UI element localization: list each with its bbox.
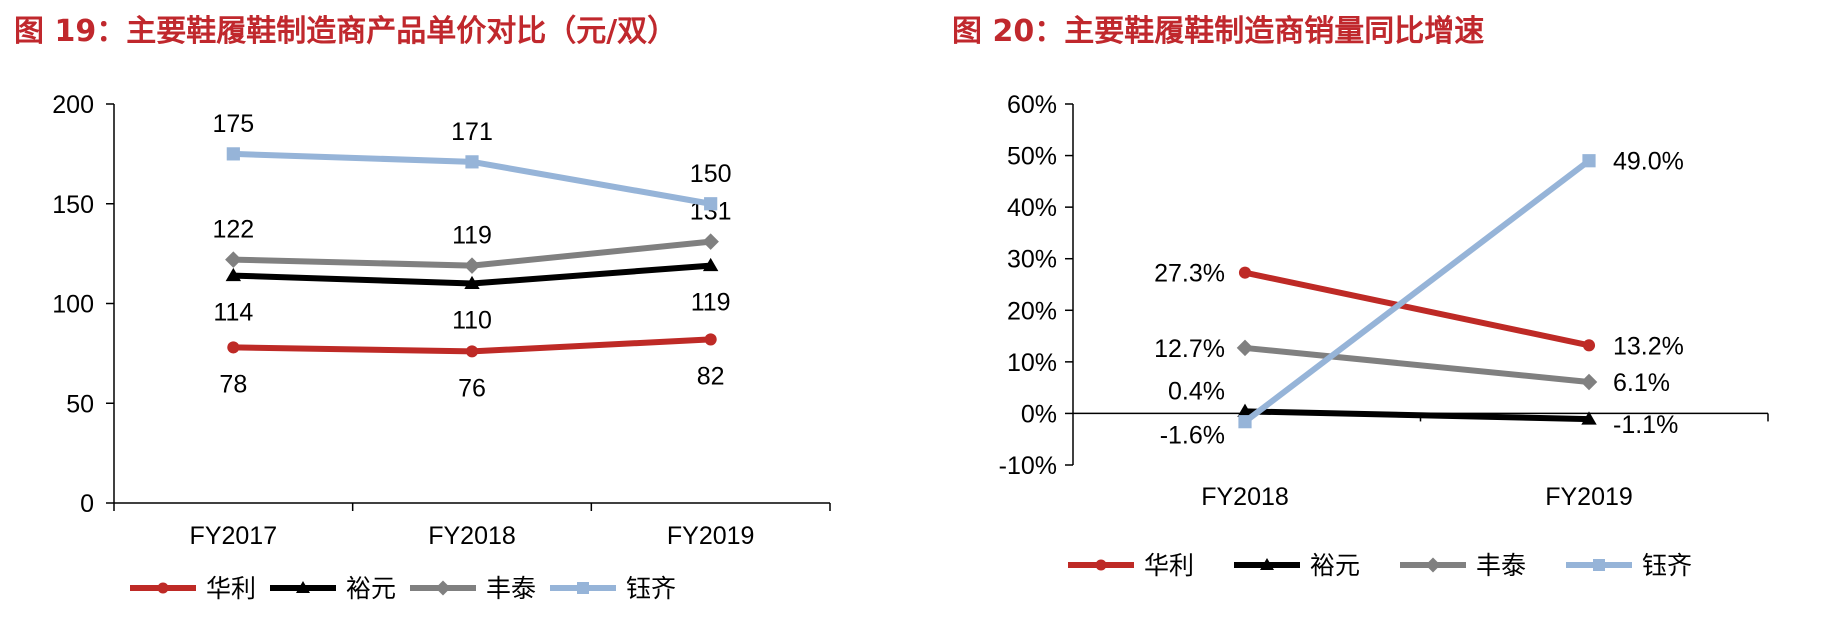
- right-chart-title: 图 20：主要鞋履鞋制造商销量同比增速: [952, 14, 1485, 49]
- right-legend-marker-1: [1260, 558, 1274, 570]
- right-legend-marker-0: [1095, 559, 1107, 571]
- right-point-0-0: [1238, 266, 1252, 279]
- left-data-label-2-0: 122: [212, 216, 254, 244]
- right-data-label-0-1: 13.2%: [1613, 332, 1684, 360]
- left-point-2-0: [225, 251, 242, 268]
- right-y-tick-label: -10%: [999, 452, 1057, 480]
- right-x-tick-label: FY2018: [1201, 483, 1289, 511]
- left-point-3-2: [704, 197, 718, 211]
- right-point-2-1: [1580, 373, 1598, 391]
- left-data-label-1-1: 110: [452, 307, 492, 335]
- right-data-label-3-0: -1.6%: [1160, 422, 1225, 450]
- left-data-label-3-2: 150: [690, 160, 732, 188]
- right-point-1-1: [1581, 411, 1597, 425]
- left-x-tick-label: FY2018: [428, 522, 516, 550]
- left-data-label-1-2: 119: [691, 289, 731, 317]
- left-point-1-2: [702, 257, 719, 272]
- right-data-label-1-0: 0.4%: [1168, 377, 1225, 405]
- left-x-tick-label: FY2017: [190, 522, 278, 550]
- left-data-label-1-0: 114: [213, 299, 253, 327]
- left-legend-label-2: 丰泰: [486, 574, 536, 603]
- left-point-3-1: [465, 155, 479, 169]
- left-legend-marker-2: [435, 580, 451, 596]
- left-y-tick-label: 100: [52, 291, 94, 319]
- right-legend-marker-2: [1425, 557, 1441, 573]
- left-data-label-0-1: 76: [458, 374, 486, 402]
- left-legend-label-0: 华利: [206, 574, 256, 603]
- left-y-tick-label: 150: [52, 191, 94, 219]
- left-legend-marker-0: [157, 582, 169, 594]
- left-legend-marker-3: [577, 582, 589, 594]
- right-x-tick-label: FY2019: [1545, 483, 1633, 511]
- left-point-1-0: [225, 267, 242, 282]
- right-legend-label-1: 裕元: [1310, 551, 1360, 580]
- right-point-3-1: [1582, 154, 1596, 168]
- left-point-0-0: [227, 341, 240, 354]
- left-legend-marker-1: [296, 581, 310, 593]
- right-legend-marker-3: [1593, 559, 1605, 571]
- left-data-label-2-1: 119: [452, 222, 492, 250]
- right-y-tick-label: 20%: [1007, 297, 1057, 325]
- left-point-1-1: [464, 275, 480, 290]
- left-y-tick-label: 200: [52, 91, 94, 119]
- left-point-0-1: [465, 345, 479, 358]
- left-data-label-0-0: 78: [219, 370, 247, 398]
- right-legend-label-2: 丰泰: [1476, 551, 1526, 580]
- left-data-label-3-0: 175: [212, 110, 254, 138]
- right-y-tick-label: 30%: [1007, 246, 1057, 274]
- left-legend-label-1: 裕元: [346, 574, 396, 603]
- right-point-1-0: [1237, 403, 1253, 417]
- left-point-2-1: [463, 257, 481, 274]
- right-data-label-2-0: 12.7%: [1154, 335, 1225, 363]
- left-legend-label-3: 钰齐: [626, 574, 676, 603]
- right-data-label-1-1: -1.1%: [1613, 411, 1678, 439]
- right-legend-label-0: 华利: [1144, 551, 1194, 580]
- left-point-2-2: [702, 233, 719, 250]
- left-point-3-0: [226, 147, 240, 161]
- left-data-label-0-2: 82: [697, 362, 725, 390]
- right-point-0-1: [1582, 339, 1596, 352]
- right-line-3: [1243, 158, 1591, 425]
- left-y-tick-label: 0: [80, 490, 94, 518]
- left-point-0-2: [704, 333, 717, 346]
- right-line-2: [1244, 344, 1590, 385]
- right-y-tick-label: 50%: [1007, 143, 1057, 171]
- right-line-0: [1244, 269, 1590, 349]
- right-data-label-2-1: 6.1%: [1613, 369, 1670, 397]
- left-chart-title: 图 19：主要鞋履鞋制造商产品单价对比（元/双）: [14, 14, 678, 49]
- left-x-tick-label: FY2019: [667, 522, 755, 550]
- left-data-label-3-1: 171: [451, 118, 493, 146]
- right-line-1: [1244, 408, 1590, 423]
- right-y-tick-label: 40%: [1007, 194, 1057, 222]
- right-data-label-0-0: 27.3%: [1154, 260, 1225, 288]
- right-data-label-3-1: 49.0%: [1613, 148, 1684, 176]
- right-y-tick-label: 10%: [1007, 349, 1057, 377]
- right-point-3-0: [1238, 415, 1252, 429]
- right-legend-label-3: 钰齐: [1642, 551, 1692, 580]
- left-y-tick-label: 50: [66, 390, 94, 418]
- right-point-2-0: [1236, 339, 1254, 357]
- right-y-tick-label: 60%: [1007, 91, 1057, 119]
- right-y-tick-label: 0%: [1021, 400, 1057, 428]
